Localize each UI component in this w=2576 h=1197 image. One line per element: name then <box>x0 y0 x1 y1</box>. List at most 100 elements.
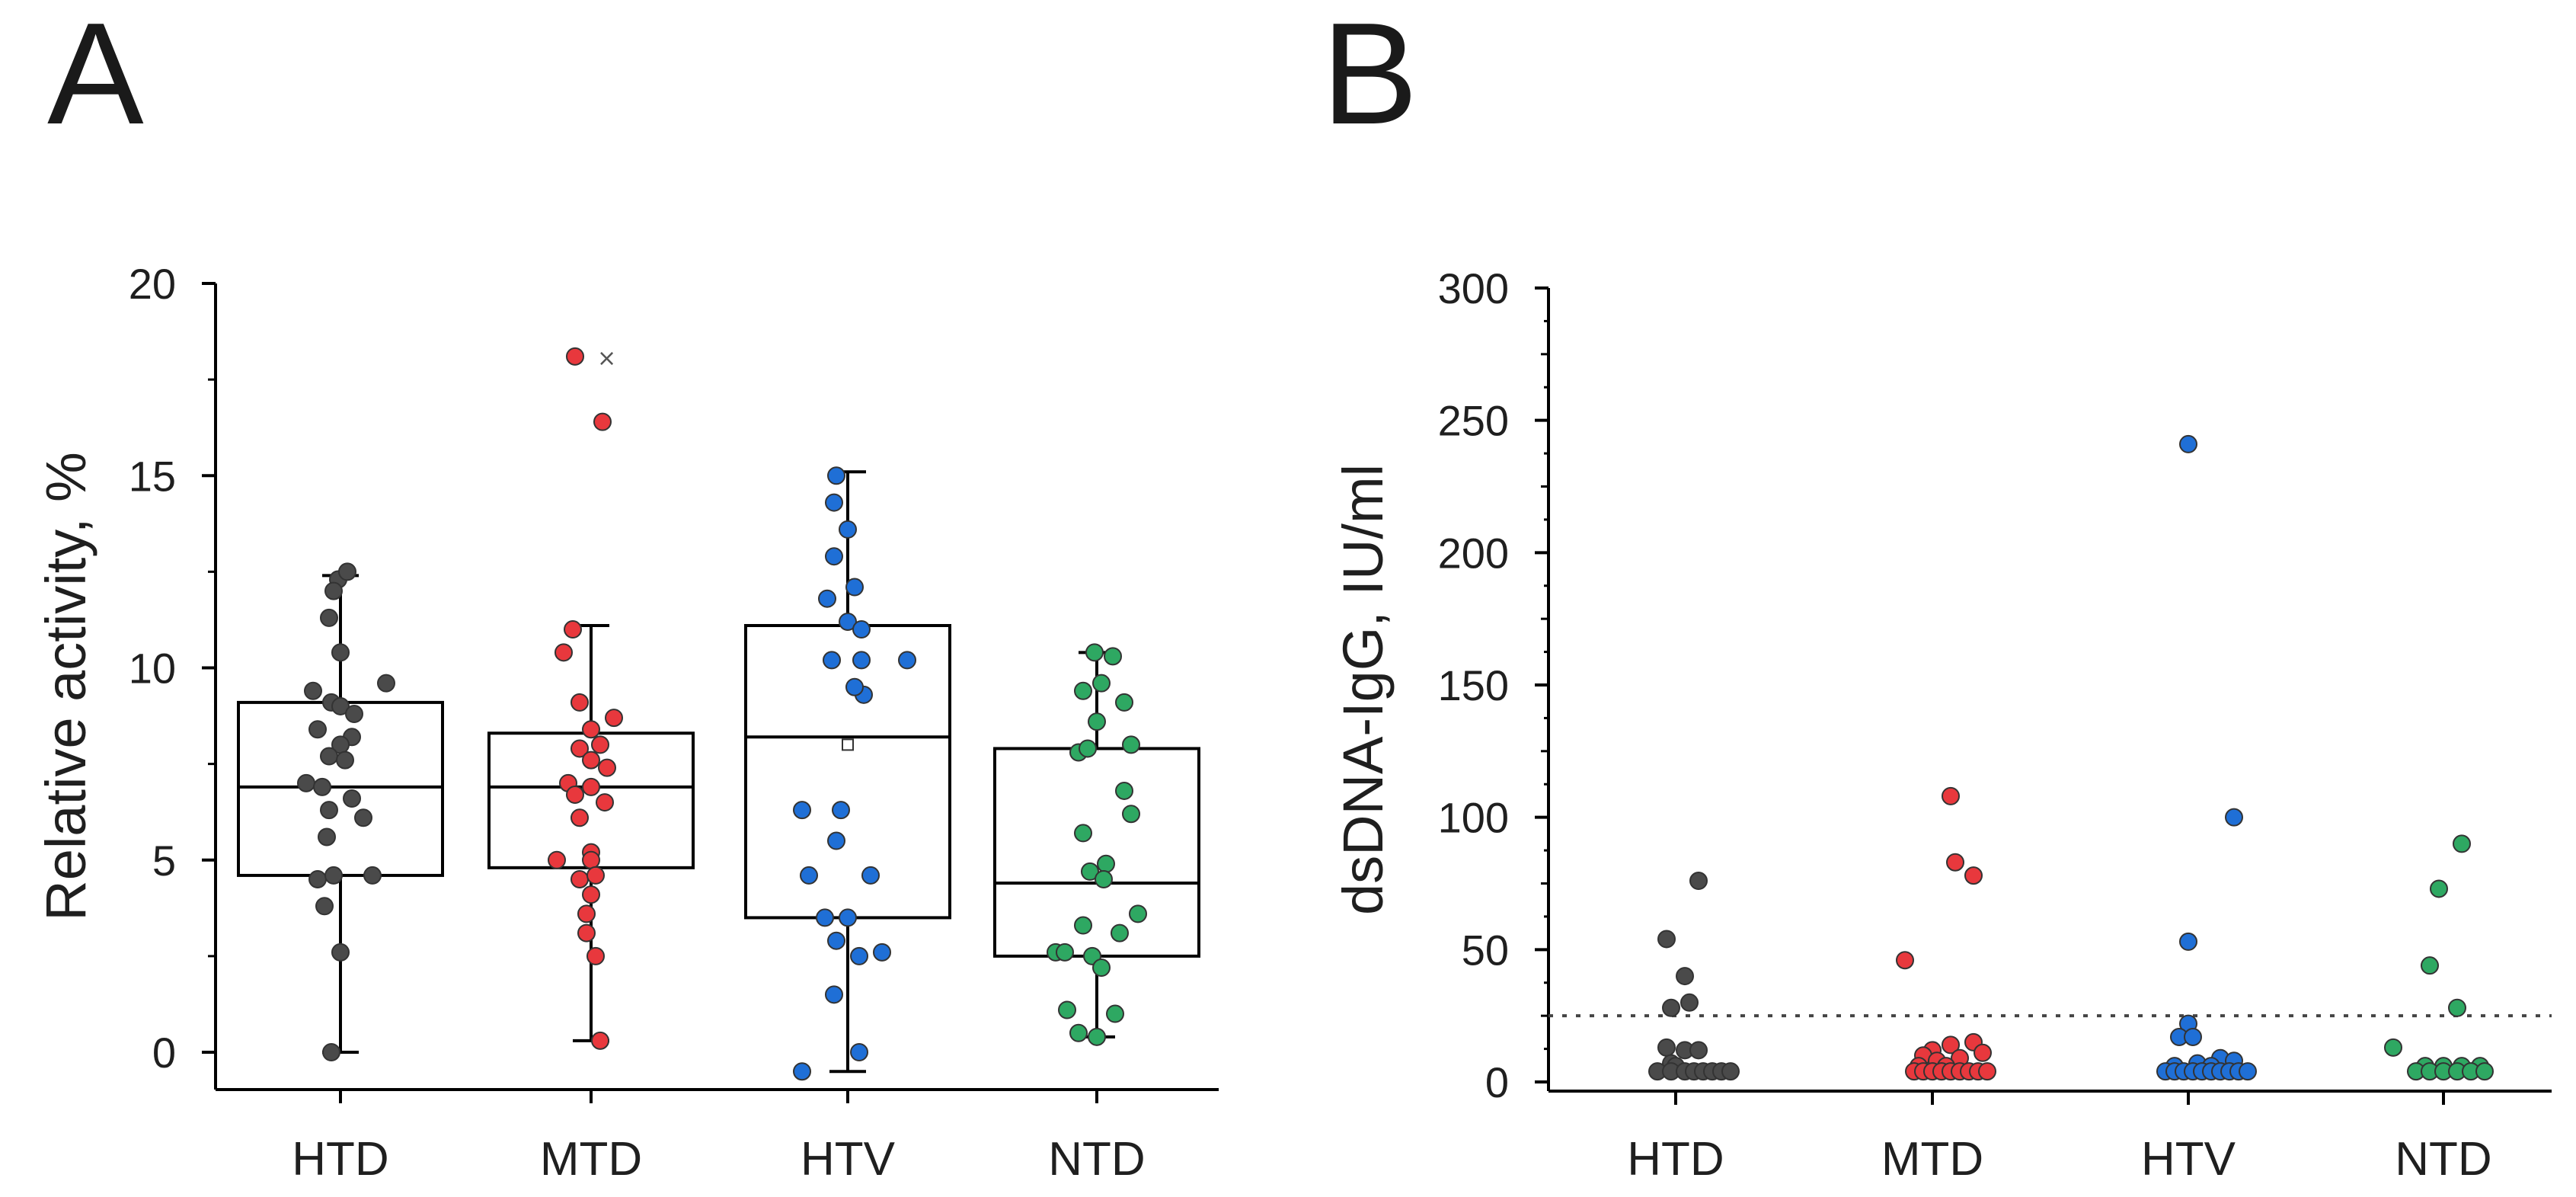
chart-a-point-htd <box>304 681 322 700</box>
chart-a-point-mtd <box>582 850 600 869</box>
chart-b-point-ntd <box>2430 879 2448 898</box>
chart-b-axes: 0 50 100 150 200 250 300 HTD MTD HTV NTD <box>1438 264 2552 1186</box>
chart-a-point-ntd <box>1104 647 1122 666</box>
chart-a-point-htv <box>818 589 836 608</box>
chart-a-point-mtd <box>570 693 589 712</box>
chart-b-point-ntd <box>2453 834 2471 853</box>
chart-a-x-tick-label: HTD <box>292 1133 388 1186</box>
chart-a-point-ntd <box>1079 739 1097 758</box>
chart-a-point-ntd <box>1092 674 1111 693</box>
chart-a-point-mtd <box>591 735 609 754</box>
chart-a-point-mtd <box>570 808 589 827</box>
chart-a-point-htv <box>850 1043 868 1061</box>
chart-a-axes: 0 5 10 15 20 HTD MTD HTV NTD <box>129 260 1219 1186</box>
chart-a-point-htd <box>324 581 343 600</box>
chart-a-point-htv <box>852 651 871 670</box>
chart-a-point-mtd <box>591 1031 609 1050</box>
chart-b-point-htd <box>1689 1041 1708 1060</box>
chart-a-point-ntd <box>1074 681 1092 700</box>
chart-a-points <box>297 347 1147 1081</box>
chart-b-point-htd <box>1662 998 1680 1017</box>
chart-a-point-htv <box>825 547 843 566</box>
chart-a-point-ntd <box>1095 869 1113 888</box>
chart-a-point-mtd <box>564 620 582 639</box>
chart-b-x-tick-label: NTD <box>2395 1133 2491 1186</box>
chart-a-point-htd <box>322 1043 340 1061</box>
chart-a-point-ntd <box>1056 943 1074 962</box>
chart-a-point-mtd <box>566 347 584 366</box>
chart-a-point-htd <box>331 943 350 962</box>
chart-b-point-ntd <box>2448 998 2466 1017</box>
chart-a-point-htd <box>343 789 361 808</box>
chart-b-x-tick-label: HTV <box>2141 1133 2236 1186</box>
chart-a-point-htd <box>320 608 338 627</box>
chart-a-point-htd <box>318 827 336 847</box>
chart-a-point-htd <box>313 777 331 796</box>
chart-a-point-mtd <box>582 751 600 770</box>
box-rect <box>993 747 1200 958</box>
chart-a-point-htv <box>825 985 843 1004</box>
chart-b-point-ntd <box>2384 1038 2402 1057</box>
chart-b-point-ntd <box>2421 956 2439 975</box>
chart-b-point-mtd <box>1964 866 1983 885</box>
chart-b-point-mtd <box>1974 1043 1992 1062</box>
panel-b-letter: B <box>1322 0 1418 155</box>
chart-a-point-htv <box>823 651 841 670</box>
chart-a-point-ntd <box>1081 862 1099 881</box>
box-mean-marker <box>842 738 854 751</box>
chart-b-point-htv <box>2225 808 2243 827</box>
chart-a-point-htv <box>839 908 857 927</box>
chart-a-point-htv <box>898 651 916 670</box>
chart-a: Relative activity, % 0 5 10 15 20 HTD MTD HTV NT… <box>34 260 1219 1186</box>
chart-a-point-ntd <box>1088 712 1106 731</box>
chart-a-point-mtd <box>598 758 616 777</box>
chart-a-point-htd <box>363 866 382 885</box>
chart-a-point-htd <box>320 747 338 766</box>
chart-a-point-ntd <box>1122 735 1140 754</box>
chart-b-point-htd <box>1657 930 1676 949</box>
chart-a-point-mtd <box>577 923 596 943</box>
chart-a-point-htv <box>839 520 857 539</box>
chart-a-point-mtd <box>570 739 589 758</box>
chart-a-point-htv <box>800 866 818 885</box>
chart-a-point-mtd <box>548 850 566 869</box>
chart-a-point-htd <box>315 897 334 916</box>
chart-a-point-htv <box>827 831 845 850</box>
chart-a-point-mtd <box>582 720 600 739</box>
chart-a-point-ntd <box>1097 854 1115 873</box>
chart-b-y-tick-label: 150 <box>1438 661 1509 709</box>
chart-b-point-htd <box>1721 1062 1740 1081</box>
chart-a-boxes: × <box>237 345 1200 1074</box>
chart-a-point-mtd <box>570 869 589 888</box>
chart-a-y-tick-label: 5 <box>152 837 176 885</box>
chart-a-x-tick-label: HTV <box>801 1133 896 1186</box>
chart-b-point-mtd <box>1942 1035 1960 1055</box>
chart-a-point-htv <box>845 677 864 696</box>
chart-a-point-mtd <box>555 643 573 662</box>
chart-a-point-mtd <box>596 793 614 812</box>
chart-b-y-tick-label: 0 <box>1485 1058 1509 1106</box>
chart-a-point-htv <box>861 866 880 885</box>
chart-b-point-mtd <box>1896 951 1914 970</box>
box-outlier-marker: × <box>597 345 616 372</box>
chart-a-y-tick-label: 10 <box>129 645 176 693</box>
chart-b-y-tick-label: 250 <box>1438 397 1509 445</box>
panel-a-letter: A <box>47 0 144 155</box>
chart-a-point-ntd <box>1088 1027 1106 1046</box>
chart-a-point-htv <box>816 908 834 927</box>
chart-a-point-htv <box>850 946 868 965</box>
chart-a-point-htv <box>852 620 871 639</box>
chart-a-point-htv <box>827 931 845 950</box>
chart-b-y-tick-label: 50 <box>1462 926 1509 974</box>
chart-b-y-tick-label: 300 <box>1438 264 1509 312</box>
chart-a-point-htv <box>825 493 843 512</box>
chart-a-point-htd <box>338 562 356 581</box>
chart-a-point-htv <box>793 1062 811 1081</box>
chart-a-point-ntd <box>1106 1004 1124 1023</box>
chart-b-y-axis-title: dsDNA-IgG, IU/ml <box>1331 464 1395 915</box>
chart-a-point-htd <box>324 866 343 885</box>
chart-a-point-htv <box>873 943 891 962</box>
chart-a-point-htv <box>832 801 850 820</box>
chart-b-point-htv <box>2239 1062 2257 1081</box>
